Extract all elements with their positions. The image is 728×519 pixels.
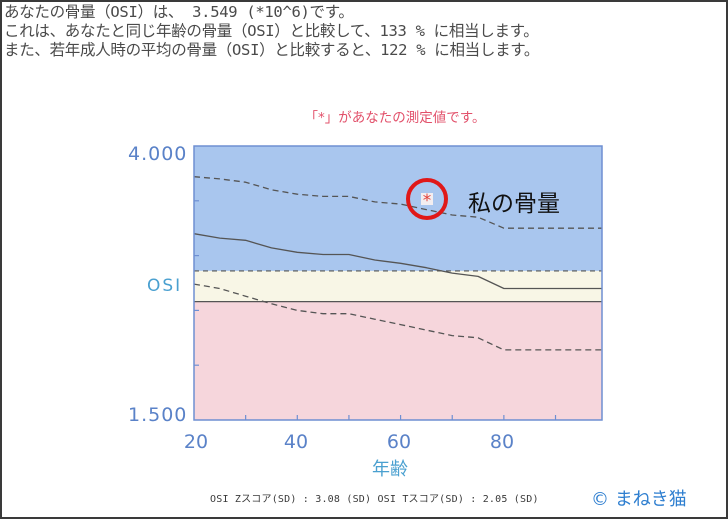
measurement-marker: * <box>406 178 448 220</box>
plot-border <box>193 145 603 421</box>
chart-note: 「*」があなたの測定値です。 <box>304 110 486 126</box>
series-line-0 <box>193 176 602 229</box>
summary-young-adult-comparison: また、若年成人時の平均の骨量（OSI）と比較すると、122 % に相当します。 <box>4 41 540 59</box>
z-t-scores: OSI Zスコア(SD) : 3.08 (SD) OSI Tスコア(SD) : … <box>210 494 539 505</box>
copyright-label: © まねき猫 <box>591 489 687 510</box>
x-tick-20: 20 <box>183 431 209 453</box>
chart-axes <box>193 145 603 421</box>
chart-lines <box>193 176 602 351</box>
series-line-2 <box>193 283 602 351</box>
summary-text: あなたの骨量（OSI）は、 3.549 (*10^6)です。 これは、あなたと同… <box>4 3 539 60</box>
summary-osi-value: あなたの骨量（OSI）は、 3.549 (*10^6)です。 <box>4 3 354 21</box>
x-tick-80: 80 <box>489 431 515 453</box>
measurement-asterisk-icon: * <box>423 191 432 211</box>
highlight-circle-icon <box>406 178 448 220</box>
marker-background <box>421 193 433 205</box>
x-tick-40: 40 <box>283 431 309 453</box>
band-low <box>194 301 602 420</box>
y-tick-max: 4.000 <box>128 143 188 165</box>
series-line-1 <box>193 233 602 290</box>
band-high <box>194 146 602 271</box>
y-tick-min: 1.500 <box>128 404 188 426</box>
y-axis-title: OSI <box>147 276 183 296</box>
x-tick-60: 60 <box>386 431 412 453</box>
summary-same-age-comparison: これは、あなたと同じ年齢の骨量（OSI）と比較して、133 % に相当します。 <box>4 22 539 40</box>
my-bone-density-callout: 私の骨量 <box>468 191 560 217</box>
band-normal <box>194 270 602 302</box>
x-axis-title: 年齢 <box>372 459 408 480</box>
chart-bands <box>194 146 602 420</box>
